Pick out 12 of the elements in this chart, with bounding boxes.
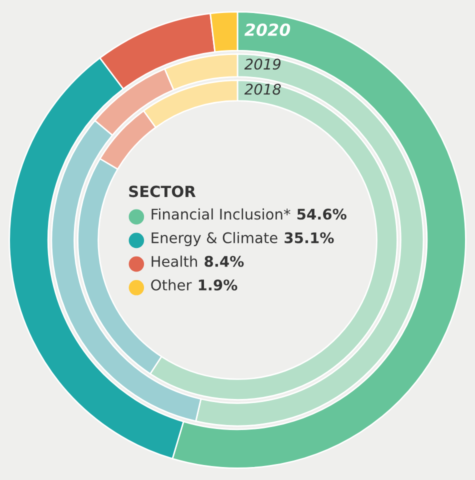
- legend-title: SECTOR: [129, 186, 196, 198]
- legend-label: Other: [151, 279, 192, 291]
- slice-label: 2019: [244, 58, 281, 70]
- slice-label: 2020: [244, 23, 290, 36]
- legend-label: Health: [152, 256, 197, 267]
- data-label: 35.1%: [284, 232, 334, 244]
- data-label: 8.4%: [204, 256, 244, 267]
- slice-label: 2018: [244, 84, 281, 95]
- legend-label: Financial Inclusion*: [152, 208, 290, 220]
- data-label: 54.6%: [297, 208, 346, 220]
- legend-label: Energy & Climate: [152, 232, 278, 246]
- data-label: 1.9%: [198, 279, 238, 291]
